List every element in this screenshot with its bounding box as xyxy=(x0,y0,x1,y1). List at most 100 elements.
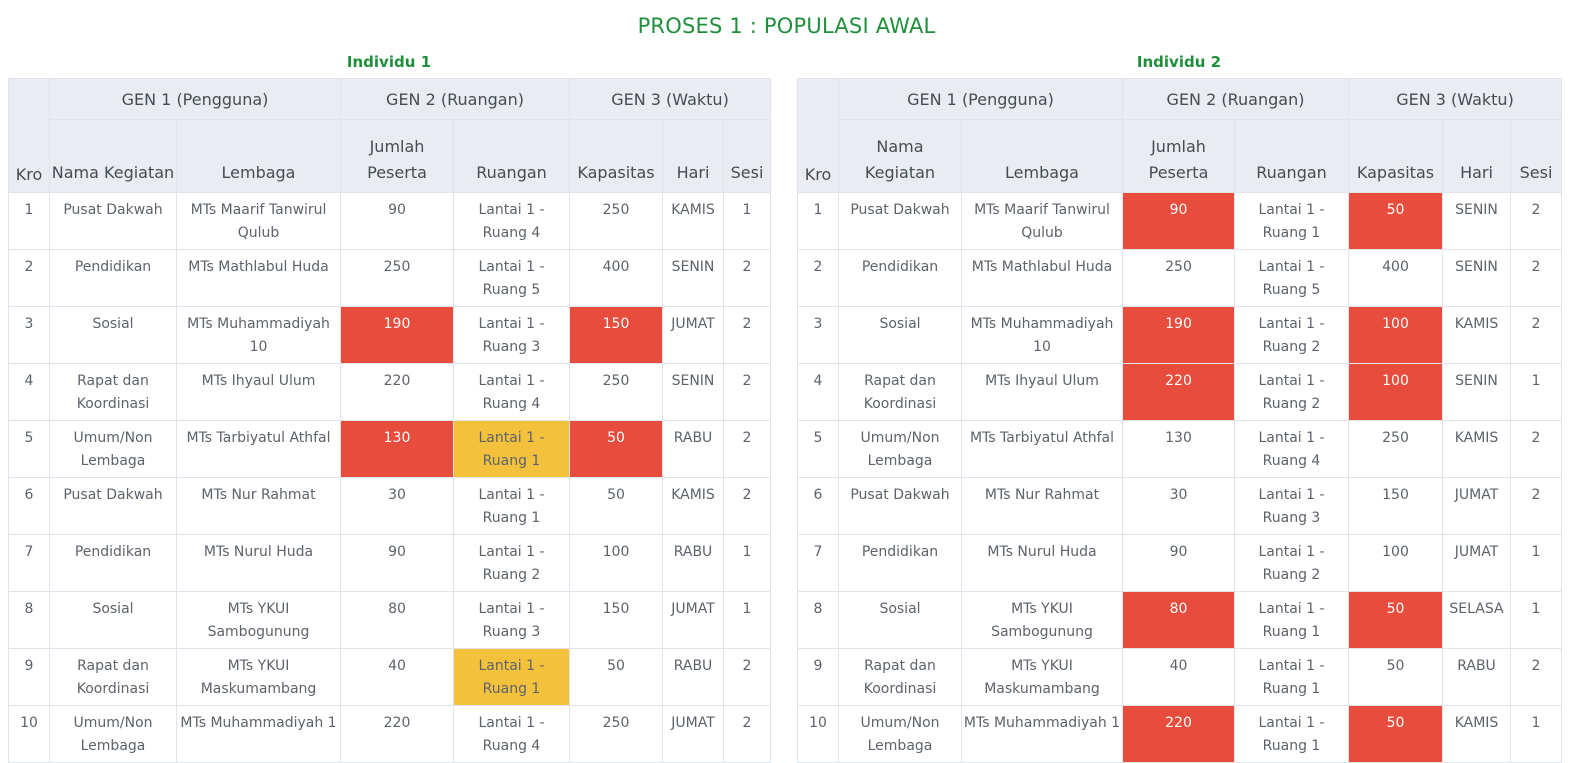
cell-ruangan: Lantai 1 - Ruang 4 xyxy=(1234,420,1349,478)
cell-sesi: 1 xyxy=(1509,705,1563,763)
cell-sesi: 2 xyxy=(722,363,772,421)
cell-kapasitas: 100 xyxy=(569,534,663,592)
cell-jumlah-peserta: 90 xyxy=(1122,192,1235,250)
header-nama-kegiatan: Nama Kegiatan xyxy=(49,119,177,193)
cell-ruangan: Lantai 1 - Ruang 3 xyxy=(1234,477,1349,535)
cell-kapasitas: 150 xyxy=(1348,477,1443,535)
cell-hari: SENIN xyxy=(1442,192,1511,250)
cell-lembaga: MTs Muhammadiyah 10 xyxy=(176,306,341,364)
cell-ruangan: Lantai 1 - Ruang 3 xyxy=(453,591,570,649)
cell-jumlah-peserta: 190 xyxy=(340,306,454,364)
table-row: 4 Rapat dan Koordinasi MTs Ihyaul Ulum 220 L… xyxy=(8,363,772,421)
cell-nama-kegiatan: Pusat Dakwah xyxy=(49,477,177,535)
header-gen1: GEN 1 (Pengguna) xyxy=(838,78,1123,120)
cell-jumlah-peserta: 30 xyxy=(340,477,454,535)
cell-sesi: 1 xyxy=(1509,534,1563,592)
cell-ruangan: Lantai 1 - Ruang 4 xyxy=(453,705,570,763)
cell-nama-kegiatan: Umum/Non Lembaga xyxy=(49,705,177,763)
table-body: 1 Pusat Dakwah MTs Maarif Tanwirul Qulub 90… xyxy=(8,192,772,763)
cell-jumlah-peserta: 80 xyxy=(1122,591,1235,649)
cell-ruangan: Lantai 1 - Ruang 2 xyxy=(1234,306,1349,364)
population-table: Kro GEN 1 (Pengguna) GEN 2 (Ruangan) GEN… xyxy=(8,78,772,763)
cell-kro: 3 xyxy=(797,306,839,364)
table-row: 3 Sosial MTs Muhammadiyah 10 190 Lantai 1 - … xyxy=(797,306,1563,364)
cell-nama-kegiatan: Rapat dan Koordinasi xyxy=(49,363,177,421)
cell-ruangan: Lantai 1 - Ruang 3 xyxy=(453,306,570,364)
cell-jumlah-peserta: 250 xyxy=(1122,249,1235,307)
cell-sesi: 1 xyxy=(722,534,772,592)
cell-kro: 5 xyxy=(797,420,839,478)
cell-lembaga: MTs Nur Rahmat xyxy=(961,477,1123,535)
cell-jumlah-peserta: 90 xyxy=(1122,534,1235,592)
header-ruangan: Ruangan xyxy=(1234,119,1349,193)
table-row: 7 Pendidikan MTs Nurul Huda 90 Lantai 1 - Ru… xyxy=(8,534,772,592)
cell-kapasitas: 150 xyxy=(569,591,663,649)
cell-ruangan: Lantai 1 - Ruang 2 xyxy=(453,534,570,592)
page-title: PROSES 1 : POPULASI AWAL xyxy=(637,14,936,38)
cell-jumlah-peserta: 90 xyxy=(340,192,454,250)
header-jumlah-peserta: Jumlah Peserta xyxy=(1122,119,1235,193)
header-kapasitas: Kapasitas xyxy=(569,119,663,193)
cell-lembaga: MTs Muhammadiyah 1 xyxy=(961,705,1123,763)
cell-nama-kegiatan: Pusat Dakwah xyxy=(838,192,962,250)
cell-kapasitas: 250 xyxy=(569,705,663,763)
cell-sesi: 2 xyxy=(1509,192,1563,250)
cell-lembaga: MTs Mathlabul Huda xyxy=(961,249,1123,307)
cell-kro: 8 xyxy=(8,591,50,649)
cell-kro: 8 xyxy=(797,591,839,649)
cell-ruangan: Lantai 1 - Ruang 1 xyxy=(1234,192,1349,250)
header-kapasitas: Kapasitas xyxy=(1348,119,1443,193)
cell-kro: 4 xyxy=(8,363,50,421)
cell-sesi: 1 xyxy=(722,591,772,649)
header-kro: Kro xyxy=(8,78,50,193)
cell-kro: 2 xyxy=(797,249,839,307)
population-table: Kro GEN 1 (Pengguna) GEN 2 (Ruangan) GEN… xyxy=(797,78,1563,763)
individu-title: Individu 2 xyxy=(1136,53,1222,71)
cell-sesi: 2 xyxy=(1509,420,1563,478)
cell-kapasitas: 250 xyxy=(569,363,663,421)
cell-jumlah-peserta: 30 xyxy=(1122,477,1235,535)
cell-sesi: 2 xyxy=(722,705,772,763)
cell-lembaga: MTs Maarif Tanwirul Qulub xyxy=(961,192,1123,250)
header-gen1: GEN 1 (Pengguna) xyxy=(49,78,341,120)
header-jumlah-peserta: Jumlah Peserta xyxy=(340,119,454,193)
cell-sesi: 2 xyxy=(1509,477,1563,535)
cell-nama-kegiatan: Pendidikan xyxy=(838,534,962,592)
table-row: 4 Rapat dan Koordinasi MTs Ihyaul Ulum 220 L… xyxy=(797,363,1563,421)
cell-kro: 2 xyxy=(8,249,50,307)
cell-lembaga: MTs Nurul Huda xyxy=(961,534,1123,592)
table-row: 10 Umum/Non Lembaga MTs Muhammadiyah 1 220 L… xyxy=(8,705,772,763)
cell-hari: JUMAT xyxy=(1442,534,1511,592)
cell-ruangan: Lantai 1 - Ruang 4 xyxy=(453,363,570,421)
cell-ruangan: Lantai 1 - Ruang 1 xyxy=(453,420,570,478)
cell-hari: KAMIS xyxy=(662,477,724,535)
cell-jumlah-peserta: 40 xyxy=(340,648,454,706)
cell-hari: JUMAT xyxy=(662,705,724,763)
header-nama-kegiatan: Nama Kegiatan xyxy=(838,119,962,193)
cell-lembaga: MTs YKUI Sambogunung xyxy=(961,591,1123,649)
cell-hari: RABU xyxy=(662,534,724,592)
table-row: 2 Pendidikan MTs Mathlabul Huda 250 Lantai 1… xyxy=(797,249,1563,307)
cell-lembaga: MTs YKUI Sambogunung xyxy=(176,591,341,649)
table-body: 1 Pusat Dakwah MTs Maarif Tanwirul Qulub 90… xyxy=(797,192,1563,763)
cell-lembaga: MTs Nurul Huda xyxy=(176,534,341,592)
cell-nama-kegiatan: Umum/Non Lembaga xyxy=(838,420,962,478)
cell-ruangan: Lantai 1 - Ruang 2 xyxy=(1234,363,1349,421)
table-row: 1 Pusat Dakwah MTs Maarif Tanwirul Qulub 90… xyxy=(8,192,772,250)
header-gen3: GEN 3 (Waktu) xyxy=(1347,78,1563,120)
header-lembaga: Lembaga xyxy=(961,119,1123,193)
individu-1-section: Individu 1 Kro GEN 1 (Pengguna) GEN 2 (R… xyxy=(8,50,772,763)
cell-hari: SENIN xyxy=(1442,249,1511,307)
cell-jumlah-peserta: 190 xyxy=(1122,306,1235,364)
cell-lembaga: MTs Tarbiyatul Athfal xyxy=(176,420,341,478)
individu-title: Individu 1 xyxy=(346,53,432,71)
individu-2-section: Individu 2 Kro GEN 1 (Pengguna) GEN 2 (R… xyxy=(797,50,1563,763)
cell-jumlah-peserta: 220 xyxy=(340,705,454,763)
cell-jumlah-peserta: 220 xyxy=(1122,363,1235,421)
cell-sesi: 2 xyxy=(722,648,772,706)
header-gen2: GEN 2 (Ruangan) xyxy=(340,78,570,120)
cell-jumlah-peserta: 220 xyxy=(340,363,454,421)
table-row: 5 Umum/Non Lembaga MTs Tarbiyatul Athfal 13… xyxy=(8,420,772,478)
cell-hari: RABU xyxy=(662,420,724,478)
cell-kapasitas: 100 xyxy=(1348,306,1443,364)
